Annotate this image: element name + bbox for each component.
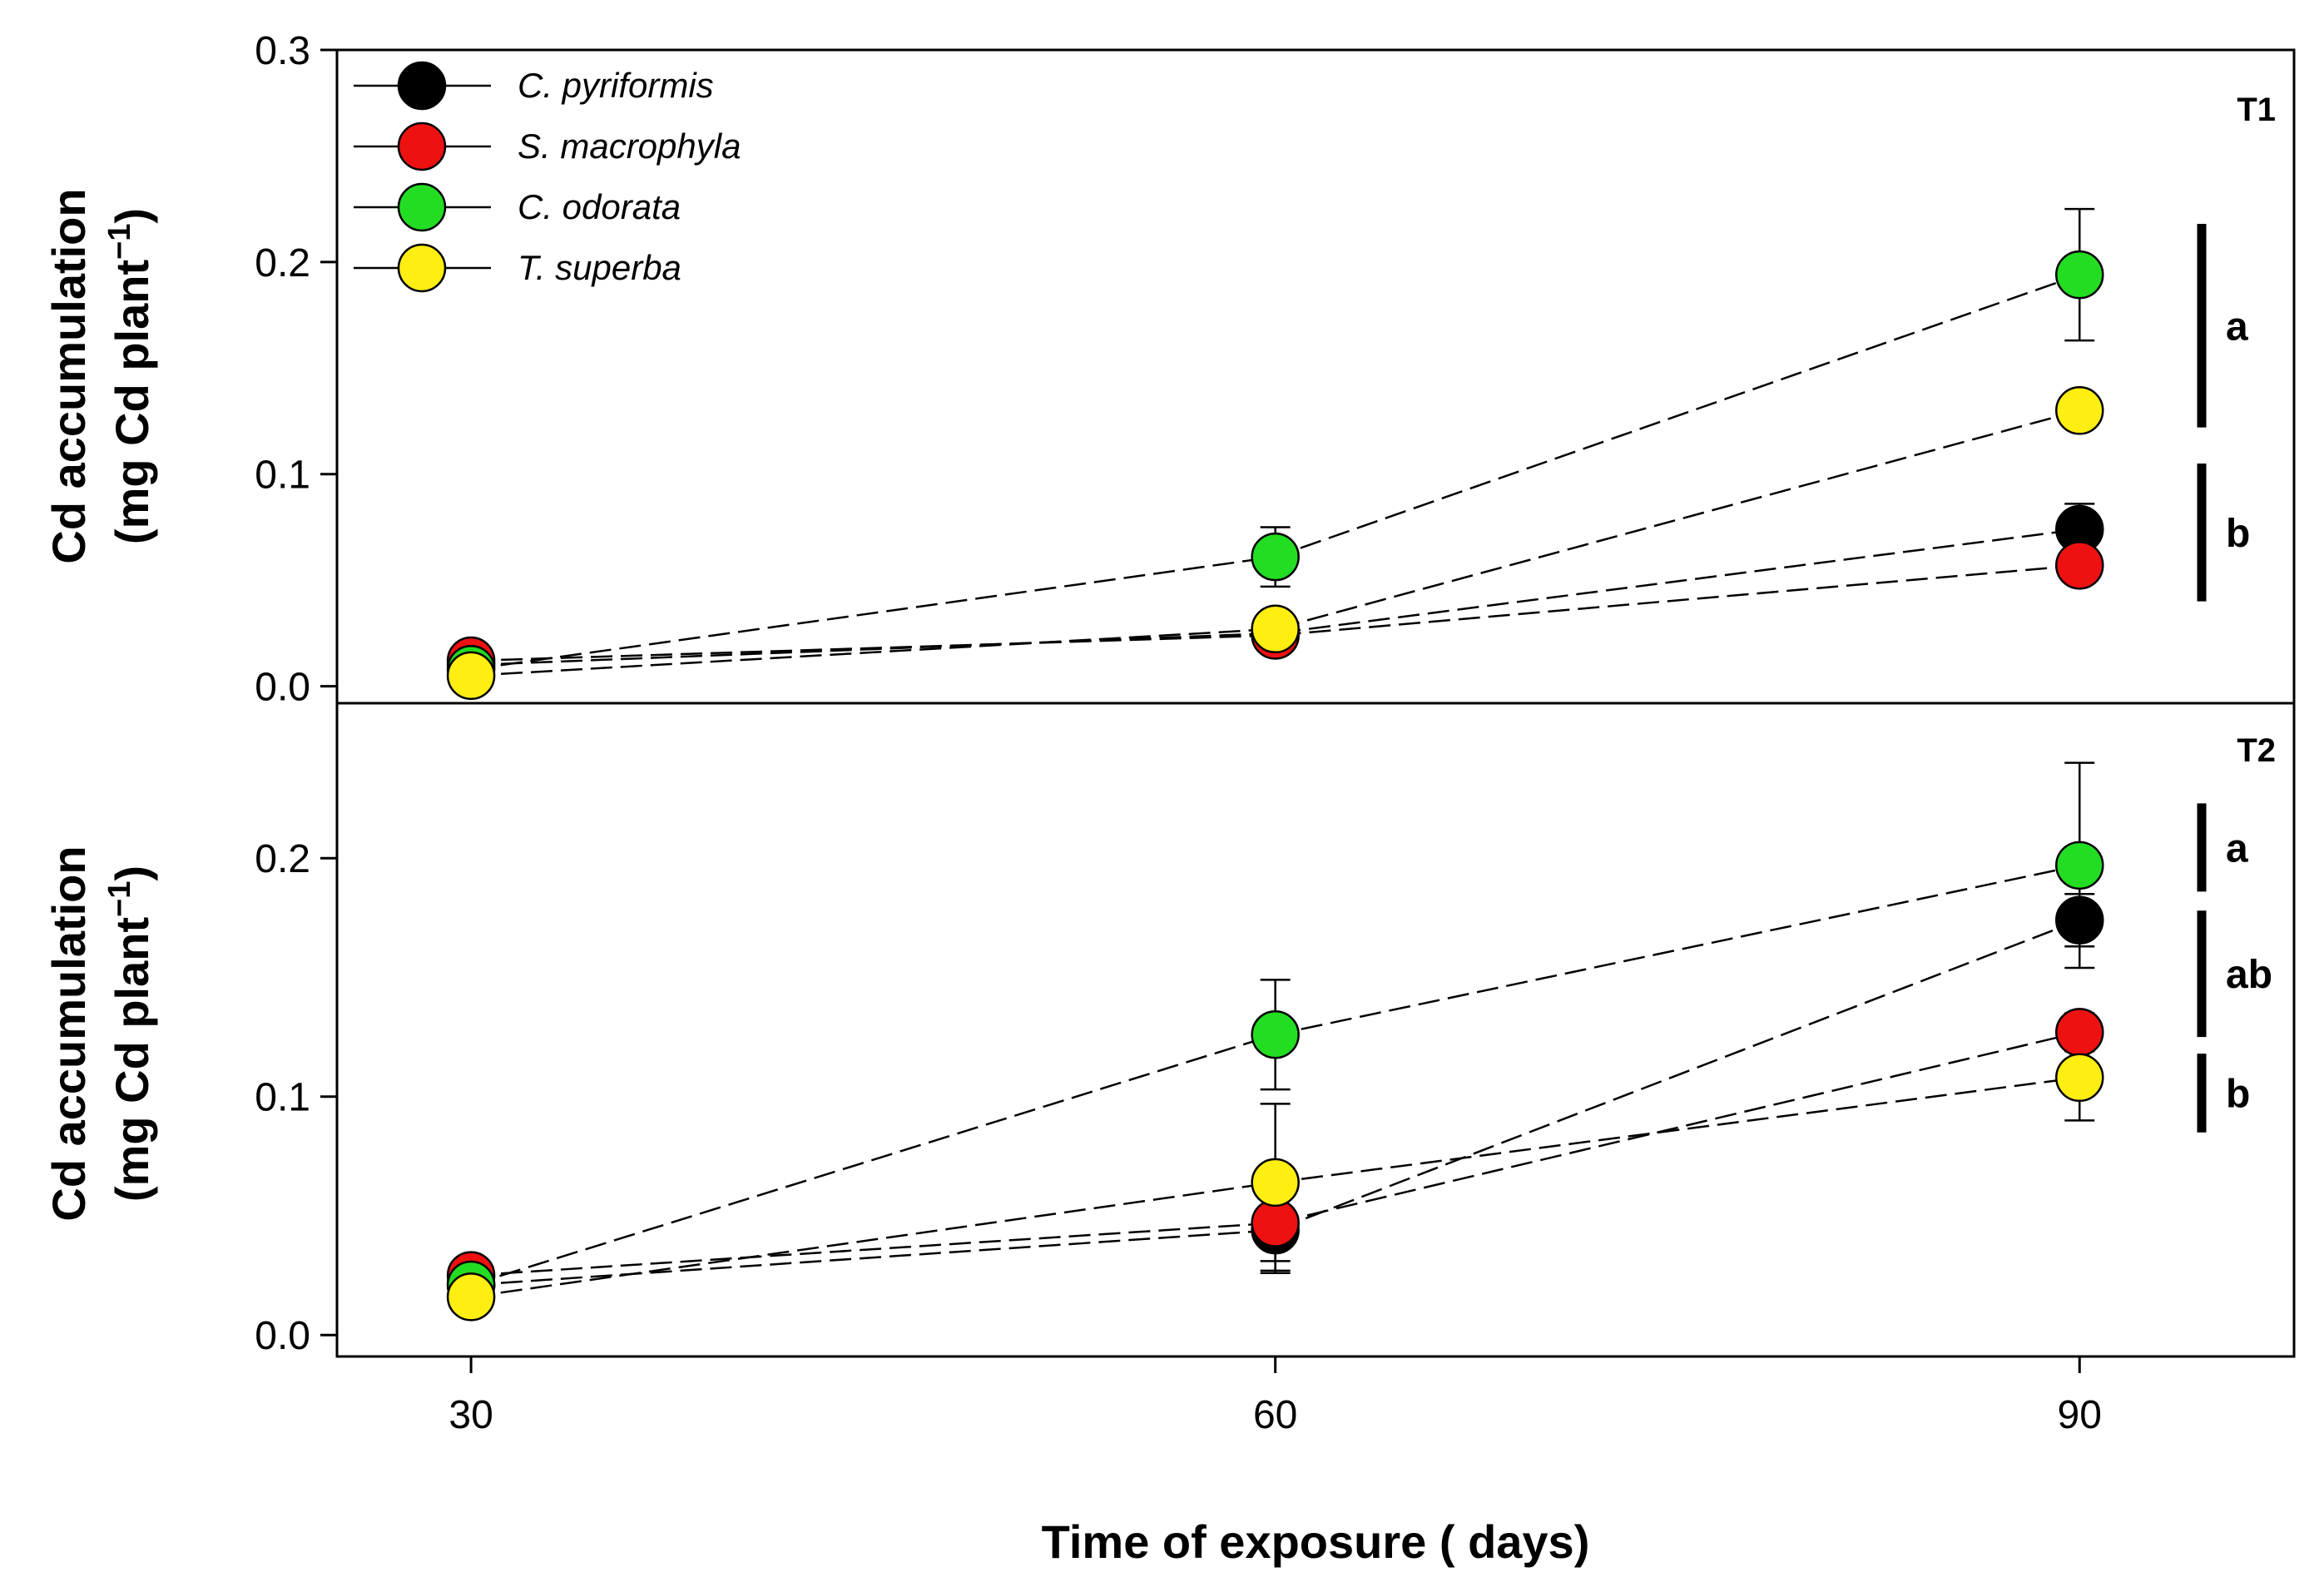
y-axis-units-close-t1: ) (106, 208, 158, 224)
point-c-odorata-t2-day90 (2054, 841, 2104, 890)
legend-item-s-macrophyla: S. macrophyla (354, 122, 741, 171)
x-axis-ticks: 30 60 90 (448, 1356, 2102, 1437)
group-label-a-t2: a (2226, 826, 2248, 870)
panel-t2: 0.0 0.1 0.2 a ab b T2 Cd accumulation (mg Cd… (42, 702, 2296, 1358)
y-tick-label-t1: 0.3 (255, 29, 310, 73)
significance-groups-t1: ab (2197, 223, 2250, 602)
y-axis-title-units-t1: (mg Cd plant−1) (102, 208, 158, 544)
y-axis-units-text-t2: (mg Cd plant (106, 917, 158, 1202)
y-axis-units-sup-t2: −1 (102, 881, 137, 917)
y-axis-units-close-t2: ) (106, 865, 158, 881)
group-label-ab-t2: ab (2226, 953, 2272, 997)
legend-marker-s-macrophyla (397, 122, 447, 171)
point-t-superba-t1-day60 (1251, 604, 1300, 654)
group-label-b-t2: b (2226, 1072, 2250, 1116)
data-points-t1 (446, 250, 2104, 701)
point-t-superba-t2-day90 (2054, 1053, 2104, 1103)
plot-frame-t2 (335, 702, 2296, 1358)
y-tick-label-t1: 0.0 (255, 666, 310, 710)
legend-marker-c-pyriformis (397, 61, 447, 111)
legend-item-t-superba: T. superba (354, 243, 681, 293)
x-tick-label: 60 (1253, 1393, 1297, 1437)
point-t-superba-t1-day90 (2054, 386, 2104, 435)
panel-t1: 0.00.10.20.3 ab T1 Cd accumulation (mg C… (42, 29, 2296, 710)
y-axis-title-units-t2: (mg Cd plant−1) (102, 865, 158, 1202)
group-label-b-t1: b (2226, 512, 2250, 556)
legend-item-c-odorata: C. odorata (354, 182, 681, 232)
point-t-superba-t2-day30 (446, 1272, 496, 1322)
point-c-odorata-t1-day90 (2054, 250, 2104, 300)
y-axis-ticks-t1: 0.0 0.1 0.2 0.3 (255, 29, 337, 710)
legend-label-s-macrophyla: S. macrophyla (518, 126, 741, 166)
y-axis-units-sup-t1: −1 (102, 224, 137, 260)
legend-marker-c-odorata (397, 182, 447, 232)
point-c-odorata-t1-day60 (1251, 532, 1300, 582)
y-axis-title-t1: Cd accumulation (42, 188, 95, 563)
legend-label-t-superba: T. superba (518, 248, 681, 287)
point-t-superba-t2-day60 (1251, 1158, 1300, 1208)
series-line-t-superba-t1 (471, 409, 2080, 677)
point-c-odorata-t2-day60 (1251, 1009, 1300, 1059)
significance-groups-t2: a ab b (2197, 803, 2272, 1133)
y-tick-label-t2: 0.0 (255, 1314, 310, 1358)
x-axis-title: Time of exposure ( days) (1042, 1515, 1590, 1568)
data-points-t2 (446, 841, 2104, 1322)
legend: C. pyriformis S. macrophyla C. odorata T… (354, 61, 741, 293)
y-axis-units-text-t1: (mg Cd plant (106, 260, 158, 544)
y-tick-label-t2: 0.2 (255, 837, 310, 881)
group-label-a-t1: a (2226, 305, 2248, 349)
point-s-macrophyla-t2-day90 (2054, 1008, 2104, 1057)
legend-label-c-odorata: C. odorata (518, 187, 681, 226)
series-line-c-pyriformis-t2 (471, 919, 2080, 1287)
legend-item-c-pyriformis: C. pyriformis (354, 61, 714, 111)
x-tick-label: 90 (2058, 1393, 2102, 1437)
legend-label-c-pyriformis: C. pyriformis (518, 66, 714, 105)
y-axis-title-t2: Cd accumulation (42, 846, 95, 1221)
point-t-superba-t1-day30 (446, 651, 496, 701)
y-tick-label-t2: 0.1 (255, 1076, 310, 1120)
legend-marker-t-superba (397, 243, 447, 293)
point-c-pyriformis-t2-day90 (2054, 895, 2104, 945)
point-s-macrophyla-t1-day90 (2054, 541, 2104, 590)
y-axis-ticks-t2: 0.0 0.1 0.2 (255, 837, 337, 1358)
panel-label-t1: T1 (2237, 92, 2276, 128)
panel-label-t2: T2 (2237, 732, 2276, 769)
y-tick-label-t1: 0.2 (255, 241, 310, 285)
x-tick-label: 30 (448, 1393, 493, 1437)
y-tick-label-t1: 0.1 (255, 454, 310, 498)
series-line-s-macrophyla-t2 (471, 1031, 2080, 1277)
